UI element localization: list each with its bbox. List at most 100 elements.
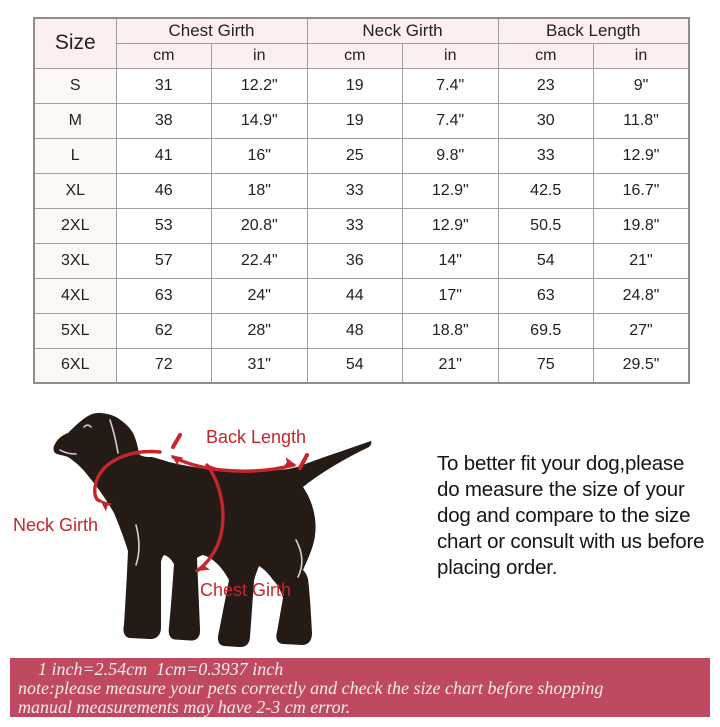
unit-cm-header: cm [306,42,403,69]
value-cell: 7.4" [402,67,499,104]
table-row: 5XL 62 28" 48 18.8" 69.5 27" [33,312,690,349]
unit-cm-header: cm [497,42,594,69]
back-length-start-tick [171,433,182,449]
back-length-label: Back Length [206,427,307,447]
value-cell: 46 [115,172,212,209]
value-cell: 9.8" [402,137,499,174]
table-row: 4XL 63 24" 44 17" 63 24.8" [33,277,690,314]
measure-note-line: note:please measure your pets correctly … [18,678,604,698]
value-cell: 36 [306,242,403,279]
back-length-left-arrowhead [171,455,184,466]
chest-arc-bottom-arrowhead [197,560,210,571]
chest-arc-top-arrowhead [206,464,219,476]
value-cell: 42.5 [497,172,594,209]
measuring-advice-text: To better fit your dog,please do measure… [437,452,705,579]
value-cell: 17" [402,277,499,314]
value-cell: 20.8" [211,207,308,244]
table-row: XL 46 18" 33 12.9" 42.5 16.7" [33,172,690,209]
value-cell: 21" [593,242,690,279]
size-cell: 2XL [33,207,117,244]
table-row: M 38 14.9" 19 7.4" 30 11.8" [33,102,690,139]
value-cell: 25 [306,137,403,174]
dog-silhouette [53,412,372,648]
value-cell: 57 [115,242,212,279]
size-cell: 4XL [33,277,117,314]
value-cell: 12.9" [402,207,499,244]
value-cell: 31 [115,67,212,104]
value-cell: 75 [497,347,594,384]
value-cell: 63 [497,277,594,314]
chest-girth-header: Chest Girth [115,17,308,44]
value-cell: 48 [306,312,403,349]
value-cell: 16" [211,137,308,174]
value-cell: 21" [402,347,499,384]
neck-girth-arc [93,449,162,503]
unit-in-header: in [593,42,690,69]
conversion-line: 1 inch=2.54cm 1cm=0.3937 inch [38,659,284,679]
value-cell: 44 [306,277,403,314]
neck-girth-label: Neck Girth [13,515,99,535]
dog-measurement-diagram: Back Length Neck Girth Chest Girth [0,395,430,660]
size-cell: L [33,137,117,174]
value-cell: 19 [306,102,403,139]
size-column-header: Size [33,17,117,69]
size-cell: 6XL [33,347,117,384]
value-cell: 9" [593,67,690,104]
value-cell: 18" [211,172,308,209]
chest-girth-label: Chest Girth [200,580,292,600]
back-length-arrow [171,455,296,473]
table-unit-header-row: cm in cm in cm in [34,42,690,69]
table-row: L 41 16" 25 9.8" 33 12.9" [33,137,690,174]
value-cell: 24" [211,277,308,314]
value-cell: 11.8" [593,102,690,139]
table-row: 6XL 72 31" 54 21" 75 29.5" [33,347,690,384]
value-cell: 19.8" [593,207,690,244]
value-cell: 12.2" [211,67,308,104]
size-cell: 5XL [33,312,117,349]
value-cell: 33 [497,137,594,174]
value-cell: 72 [115,347,212,384]
error-note-line: manual measurements may have 2-3 cm erro… [18,697,351,717]
conversion-note-footer: 1 inch=2.54cm 1cm=0.3937 inch note:pleas… [10,658,710,717]
value-cell: 33 [306,207,403,244]
value-cell: 23 [497,67,594,104]
unit-in-header: in [211,42,308,69]
dog-detail-lines [59,419,303,578]
value-cell: 29.5" [593,347,690,384]
value-cell: 54 [306,347,403,384]
back-length-end-tick [298,453,309,470]
table-row: S 31 12.2" 19 7.4" 23 9" [33,67,690,104]
value-cell: 38 [115,102,212,139]
arrowheads [100,455,296,571]
value-cell: 24.8" [593,277,690,314]
value-cell: 53 [115,207,212,244]
neck-girth-header: Neck Girth [306,17,499,44]
value-cell: 14.9" [211,102,308,139]
value-cell: 19 [306,67,403,104]
value-cell: 54 [497,242,594,279]
value-cell: 27" [593,312,690,349]
size-cell: M [33,102,117,139]
size-cell: S [33,67,117,104]
value-cell: 16.7" [593,172,690,209]
unit-in-header: in [402,42,499,69]
value-cell: 31" [211,347,308,384]
value-cell: 63 [115,277,212,314]
value-cell: 12.9" [402,172,499,209]
table-group-header-row: Size Chest Girth Neck Girth Back Length [33,17,690,69]
back-length-header: Back Length [497,17,690,44]
value-cell: 50.5 [497,207,594,244]
value-cell: 12.9" [593,137,690,174]
size-cell: XL [33,172,117,209]
unit-cm-header: cm [115,42,212,69]
value-cell: 22.4" [211,242,308,279]
table-row: 3XL 57 22.4" 36 14" 54 21" [33,242,690,279]
neck-arc-arrowhead [100,500,113,512]
value-cell: 28" [211,312,308,349]
dog-silhouette-svg [53,412,372,648]
value-cell: 33 [306,172,403,209]
value-cell: 69.5 [497,312,594,349]
value-cell: 30 [497,102,594,139]
value-cell: 62 [115,312,212,349]
